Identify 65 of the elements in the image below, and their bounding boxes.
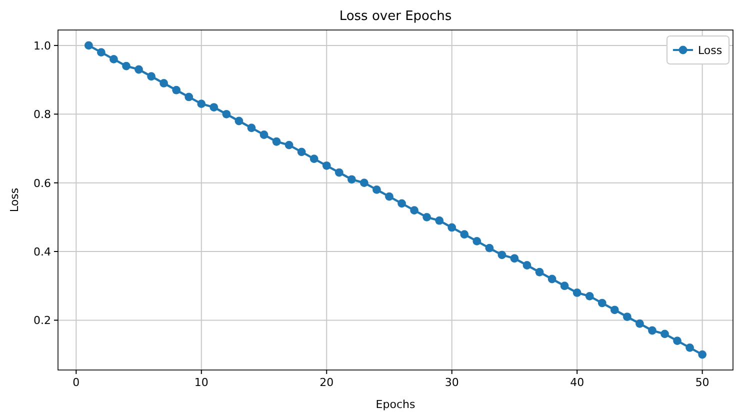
point — [572, 288, 582, 297]
point — [310, 154, 318, 163]
y-tick-label: 0.4 — [34, 246, 51, 259]
point — [560, 282, 569, 290]
point — [698, 350, 707, 359]
y-tick-label: 0.2 — [34, 314, 51, 328]
point — [636, 319, 644, 328]
point — [648, 326, 656, 335]
point — [97, 48, 106, 57]
point — [122, 62, 130, 70]
point — [372, 185, 381, 194]
point — [535, 268, 544, 276]
x-tick-label: 50 — [695, 376, 710, 389]
x-tick-label: 20 — [320, 376, 334, 389]
point — [385, 192, 394, 201]
point — [184, 92, 194, 102]
point — [360, 178, 368, 188]
y-tick-label: 1.0 — [34, 39, 51, 52]
point — [522, 261, 532, 270]
point — [673, 336, 682, 346]
point — [410, 206, 418, 215]
point — [347, 175, 356, 184]
x-tick-label: 30 — [444, 376, 459, 389]
legend-label: Loss — [698, 44, 722, 57]
point — [197, 100, 206, 108]
point — [222, 110, 231, 118]
x-axis-title: Epochs — [376, 398, 416, 411]
x-tick-label: 0 — [72, 376, 80, 389]
point — [448, 223, 456, 232]
point — [284, 140, 294, 150]
point — [160, 79, 168, 88]
point — [548, 274, 556, 284]
point — [598, 298, 606, 308]
point — [498, 250, 506, 260]
point — [172, 86, 181, 94]
point — [622, 312, 632, 321]
point — [610, 306, 619, 314]
point — [585, 292, 594, 300]
point — [485, 244, 494, 252]
x-tick-label: 40 — [570, 376, 584, 389]
point — [398, 199, 406, 208]
point — [460, 230, 469, 239]
point — [247, 124, 256, 132]
point — [272, 137, 281, 146]
point — [660, 330, 669, 338]
x-tick-label: 10 — [194, 376, 208, 389]
point — [297, 148, 306, 156]
point — [260, 130, 268, 139]
point — [210, 103, 218, 112]
point — [134, 65, 143, 74]
y-axis-title: Loss — [8, 188, 21, 212]
point — [322, 161, 331, 170]
point — [686, 343, 694, 352]
y-tick-label: 0.6 — [34, 176, 51, 190]
point — [147, 72, 156, 81]
point — [84, 41, 93, 50]
point — [472, 237, 482, 246]
chart-title: Loss over Epochs — [339, 9, 452, 24]
point — [422, 212, 432, 222]
point — [435, 216, 444, 225]
y-tick-label: 0.8 — [34, 108, 51, 122]
point — [334, 168, 344, 177]
point — [234, 116, 244, 126]
point — [110, 54, 118, 64]
point — [510, 254, 519, 263]
